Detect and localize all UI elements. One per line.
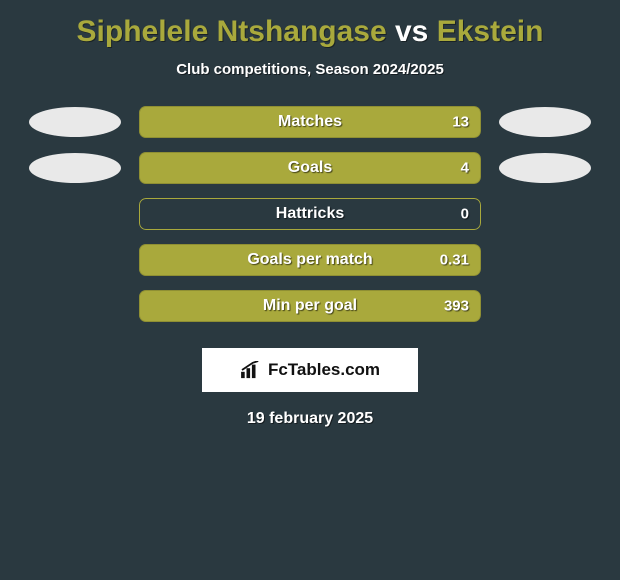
stat-row: Min per goal 393 [29,290,591,322]
player1-ellipse [29,153,121,183]
player1-ellipse [29,107,121,137]
stat-bar: Matches 13 [139,106,481,138]
stat-row: Goals 4 [29,152,591,184]
stat-bar: Min per goal 393 [139,290,481,322]
stat-label: Hattricks [276,205,344,223]
page-title: Siphelele Ntshangase vs Ekstein [77,15,544,49]
branding-text: FcTables.com [268,360,380,380]
stat-value: 0 [461,206,469,223]
date-label: 19 february 2025 [247,410,373,428]
stat-bar: Hattricks 0 [139,198,481,230]
stat-value: 393 [444,298,469,315]
stat-value: 13 [452,114,469,131]
stat-row: Hattricks 0 [29,198,591,230]
stat-row: Matches 13 [29,106,591,138]
branding-badge[interactable]: FcTables.com [202,348,418,392]
stat-value: 0.31 [440,252,469,269]
player2-ellipse [499,153,591,183]
stat-row: Goals per match 0.31 [29,244,591,276]
stats-list: Matches 13 Goals 4 Hattricks 0 Goals per match… [29,106,591,336]
vs-label: vs [395,15,428,48]
stat-label: Goals [288,159,332,177]
subtitle: Club competitions, Season 2024/2025 [176,61,444,78]
player1-name: Siphelele Ntshangase [77,15,387,48]
player2-ellipse [499,107,591,137]
stat-bar: Goals 4 [139,152,481,184]
stat-label: Matches [278,113,342,131]
stat-bar: Goals per match 0.31 [139,244,481,276]
stat-label: Min per goal [263,297,357,315]
player2-name: Ekstein [437,15,544,48]
stat-label: Goals per match [247,251,372,269]
stat-value: 4 [461,160,469,177]
infographic-container: Siphelele Ntshangase vs Ekstein Club com… [0,0,620,438]
chart-icon [240,361,262,379]
